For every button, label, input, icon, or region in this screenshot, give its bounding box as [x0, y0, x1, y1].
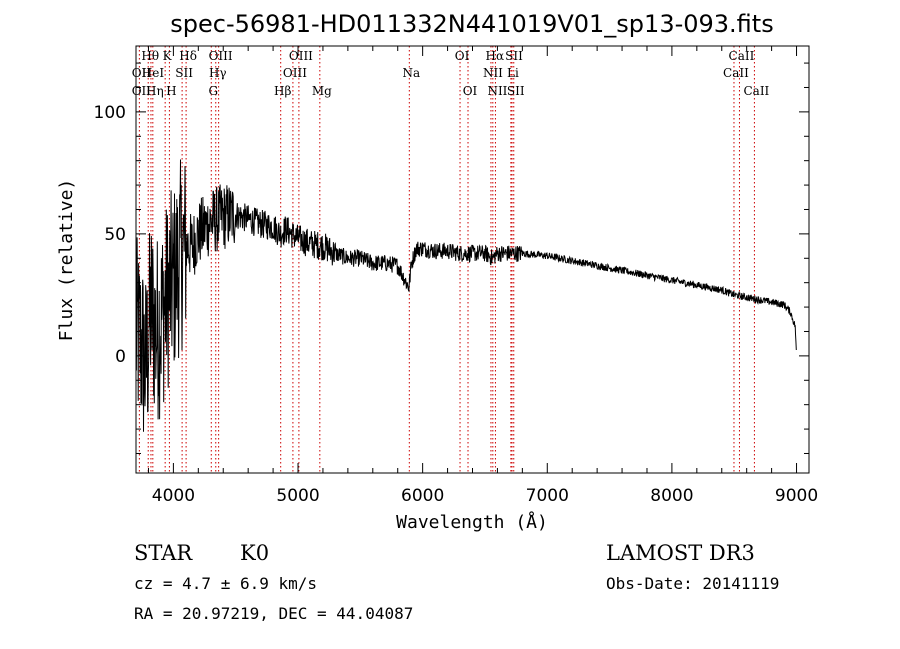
spectral-line-label: Na	[402, 66, 420, 80]
spectral-line-label: G	[208, 84, 218, 98]
spectrum-series	[135, 159, 797, 432]
x-tick-label: 5000	[276, 486, 319, 506]
y-tick-label: 50	[104, 225, 126, 245]
survey-name: LAMOST DR3	[606, 541, 755, 565]
spectral-line-label: K	[163, 49, 173, 63]
spectral-line-label: Hδ	[179, 49, 197, 63]
y-axis-label: Flux (relative)	[56, 179, 77, 342]
spectral-line-label: OIII	[289, 49, 313, 63]
spectral-line-label: Hβ	[274, 84, 291, 98]
spectral-line-label: OIII	[209, 49, 233, 63]
spectral-line-label: CaII	[743, 84, 769, 98]
spectral-line-label: Li	[507, 66, 519, 80]
redshift-velocity: cz = 4.7 ± 6.9 km/s	[134, 574, 317, 593]
spectral-line-label: Hη	[146, 84, 164, 98]
spectral-line-label: HeI	[142, 66, 165, 80]
spectral-line-label: OI	[455, 49, 470, 63]
spectral-line-label: Hα	[486, 49, 505, 63]
x-tick-label: 8000	[650, 486, 693, 506]
x-tick-label: 4000	[152, 486, 195, 506]
spectral-line-label: OI	[463, 84, 478, 98]
spectral-lines	[138, 46, 755, 473]
x-tick-label: 7000	[526, 486, 569, 506]
y-tick-label: 0	[115, 347, 126, 367]
plot-frame	[135, 45, 810, 474]
x-axis-label: Wavelength (Å)	[396, 511, 548, 533]
spectral-line-label: Hθ	[141, 49, 159, 63]
y-tick-label: 100	[94, 103, 126, 123]
spectral-line-label: CaII	[723, 66, 749, 80]
object-type: STAR	[134, 541, 193, 565]
spectral-line-label: Mg	[312, 84, 332, 98]
coordinates: RA = 20.97219, DEC = 44.04087	[134, 604, 413, 623]
spectral-line-label: SII	[505, 49, 523, 63]
spectral-line-label: OII	[132, 66, 152, 80]
spectral-line-label: OIII	[283, 66, 307, 80]
spectral-line-label: NII	[487, 84, 507, 98]
x-tick-label: 6000	[401, 486, 444, 506]
spectral-line-label: Hγ	[209, 66, 227, 80]
spectral-line-label: H	[166, 84, 176, 98]
spectral-line-label: CaII	[729, 49, 755, 63]
x-tick-label: 9000	[775, 486, 818, 506]
spectral-subclass: K0	[240, 541, 269, 565]
axis-ticks	[136, 46, 809, 473]
spectral-line-label: SII	[175, 66, 193, 80]
axis-tick-labels: 4000 5000 6000 7000 8000 9000 0 50 100	[94, 103, 819, 506]
observation-date: Obs-Date: 20141119	[606, 574, 779, 593]
spectral-line-label: SII	[507, 84, 525, 98]
chart-title: spec-56981-HD011332N441019V01_sp13-093.f…	[170, 10, 773, 38]
spectral-line-label: NII	[483, 66, 503, 80]
